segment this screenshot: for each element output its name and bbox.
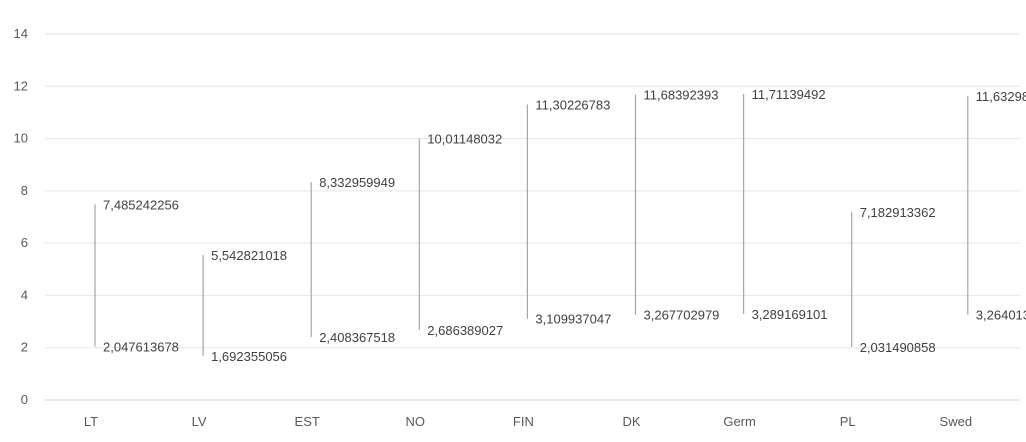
x-tick-label: PL xyxy=(840,414,856,429)
y-tick-label: 10 xyxy=(14,131,28,146)
y-tick-label: 12 xyxy=(14,78,28,93)
y-tick-label: 6 xyxy=(21,235,28,250)
data-label-low: 3,267702979 xyxy=(644,308,720,323)
x-tick-label: DK xyxy=(622,414,640,429)
data-label-low: 1,692355056 xyxy=(211,349,287,364)
data-label-low: 3,289169101 xyxy=(752,307,828,322)
x-tick-label: FIN xyxy=(513,414,534,429)
data-label-low: 2,047613678 xyxy=(103,339,179,354)
x-tick-label: LT xyxy=(84,414,98,429)
y-tick-label: 14 xyxy=(14,26,28,41)
data-label-low: 2,031490858 xyxy=(860,340,936,355)
data-label-high: 10,01148032 xyxy=(427,131,502,146)
x-tick-label: Swed xyxy=(940,414,973,429)
x-tick-label: NO xyxy=(406,414,426,429)
data-label-low: 2,686389027 xyxy=(427,323,503,338)
data-label-high: 11,63298665 xyxy=(976,89,1026,104)
data-label-high: 7,485242256 xyxy=(103,197,179,212)
data-label-high: 11,68392393 xyxy=(644,88,719,103)
x-tick-label: LV xyxy=(192,414,207,429)
data-label-low: 2,408367518 xyxy=(319,330,395,345)
data-label-high: 7,182913362 xyxy=(860,205,936,220)
x-tick-label: Germ xyxy=(723,414,756,429)
x-tick-label: EST xyxy=(295,414,320,429)
y-tick-label: 4 xyxy=(21,287,28,302)
data-label-low: 3,264013182 xyxy=(976,308,1026,323)
data-label-low: 3,109937047 xyxy=(535,312,611,327)
y-tick-label: 8 xyxy=(21,183,28,198)
data-label-high: 11,71139492 xyxy=(752,87,826,102)
data-label-high: 8,332959949 xyxy=(319,175,395,190)
y-tick-label: 0 xyxy=(21,392,28,407)
data-label-high: 11,30226783 xyxy=(535,98,610,113)
data-label-high: 5,542821018 xyxy=(211,248,287,263)
y-tick-label: 2 xyxy=(21,340,28,355)
